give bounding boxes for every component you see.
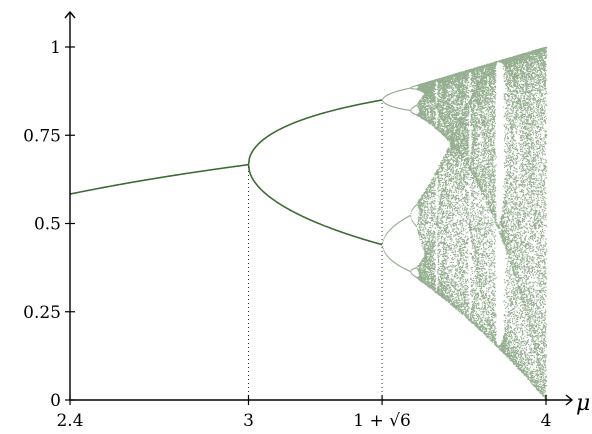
x-tick-label: 3 — [243, 411, 254, 431]
x-tick-label: 2.4 — [56, 411, 83, 431]
y-ticks: 0 0.25 0.5 0.75 1 — [23, 38, 75, 411]
guide-lines — [249, 100, 383, 400]
x-tick-label: 1 + √6 — [353, 411, 411, 431]
x-tick-label: 4 — [541, 411, 552, 431]
bifurcation-points — [382, 47, 548, 400]
chaotic-cloud — [382, 47, 548, 400]
y-tick-label: 0.25 — [23, 303, 61, 323]
y-tick-label: 0 — [50, 391, 61, 411]
fixed-point-branch — [70, 165, 249, 194]
period2-upper-branch — [249, 100, 383, 165]
x-axis-label: μ — [576, 391, 590, 416]
period2-lower-branch — [249, 165, 383, 245]
y-tick-label: 0.75 — [23, 126, 61, 146]
y-tick-label: 1 — [50, 38, 61, 58]
y-tick-label: 0.5 — [34, 215, 61, 235]
branch-lines — [70, 100, 382, 245]
